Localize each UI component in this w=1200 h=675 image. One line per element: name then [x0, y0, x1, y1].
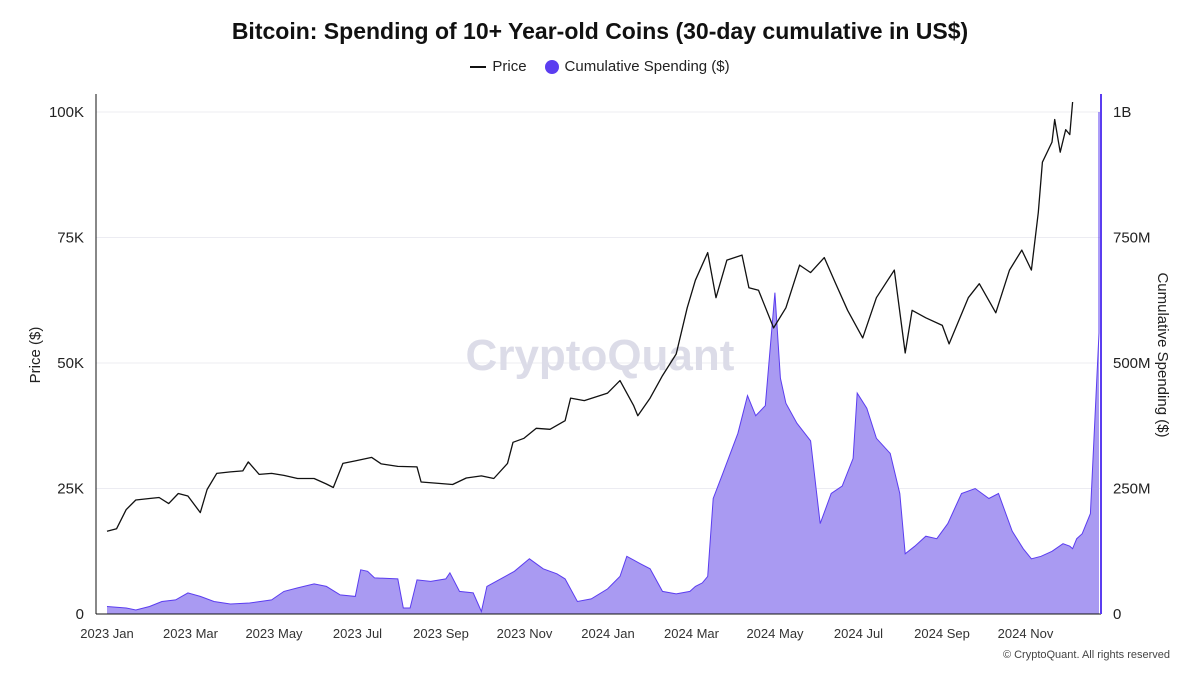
copyright-credit: © CryptoQuant. All rights reserved	[1002, 649, 1170, 661]
x-tick: 2023 Nov	[497, 626, 553, 641]
y-tick-right: 500M	[1113, 355, 1151, 372]
x-tick: 2023 Jan	[80, 626, 134, 641]
x-tick: 2024 Mar	[664, 626, 720, 641]
spending-line	[106, 112, 1100, 614]
y-tick-left: 25K	[57, 481, 84, 498]
y-tick-left: 50K	[57, 355, 84, 372]
y-tick-right: 1B	[1113, 104, 1131, 121]
legend-label-price: Price	[492, 58, 527, 75]
y-tick-left: 0	[76, 606, 84, 623]
axes	[95, 94, 1102, 615]
legend-item-spending[interactable]: Cumulative Spending ($)	[544, 58, 730, 75]
y-tick-left: 100K	[49, 104, 84, 121]
line-swatch-icon	[470, 65, 487, 68]
y-axis-right-title: Cumulative Spending ($)	[1154, 272, 1171, 437]
x-tick: 2023 Sep	[413, 626, 469, 641]
x-tick: 2024 Nov	[998, 626, 1054, 641]
right-y-axis: 0 250M 500M 750M 1B	[1113, 104, 1151, 623]
y-axis-left-title: Price ($)	[27, 327, 44, 384]
watermark: CryptoQuant	[466, 331, 735, 380]
y-tick-right: 0	[1113, 606, 1121, 623]
x-tick: 2023 May	[245, 626, 303, 641]
x-tick: 2024 Jan	[581, 626, 635, 641]
x-tick: 2024 Sep	[914, 626, 970, 641]
chart-legend: Price Cumulative Spending ($)	[0, 58, 1200, 75]
legend-label-spending: Cumulative Spending ($)	[564, 58, 730, 75]
x-tick: 2024 May	[746, 626, 804, 641]
price-layer	[106, 101, 1074, 532]
x-tick: 2024 Jul	[834, 626, 883, 641]
y-tick-left: 75K	[57, 230, 84, 247]
chart-title: Bitcoin: Spending of 10+ Year-old Coins …	[231, 18, 969, 44]
x-tick: 2023 Mar	[163, 626, 219, 641]
gridlines	[96, 111, 1101, 489]
left-y-axis: 0 25K 50K 75K 100K	[49, 104, 84, 623]
price-line	[106, 101, 1074, 532]
circle-swatch-icon	[544, 59, 559, 74]
y-tick-right: 750M	[1113, 230, 1151, 247]
spending-area	[107, 112, 1099, 614]
x-tick: 2023 Jul	[333, 626, 382, 641]
x-axis: 2023 Jan 2023 Mar 2023 May 2023 Jul 2023 Sep…	[80, 626, 1054, 641]
y-tick-right: 250M	[1113, 481, 1151, 498]
legend-item-price[interactable]: Price	[470, 58, 527, 75]
spending-layer	[106, 112, 1100, 614]
